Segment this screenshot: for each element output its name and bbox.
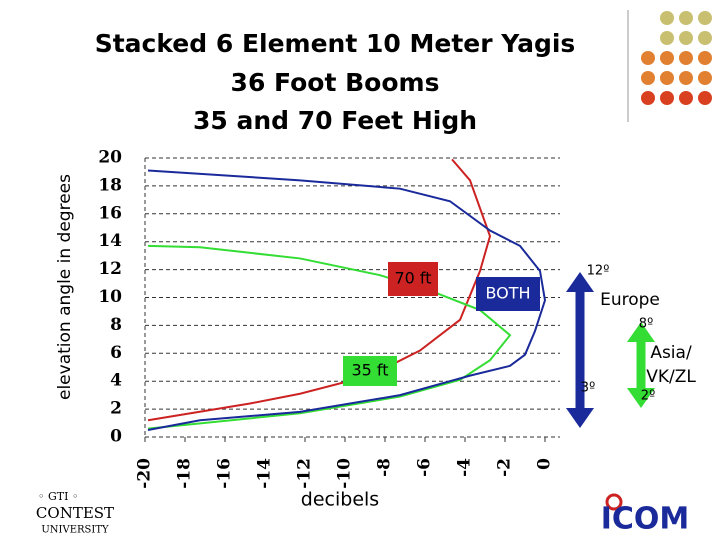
dot bbox=[679, 51, 693, 65]
dot bbox=[641, 51, 655, 65]
annotation: VK/ZL bbox=[646, 367, 696, 387]
x-tick-label: -12 bbox=[295, 458, 315, 489]
logo-text: ICOM bbox=[601, 502, 690, 537]
annotation: 3º bbox=[581, 381, 595, 396]
dot bbox=[641, 71, 655, 85]
y-tick-label: 0 bbox=[110, 427, 122, 447]
dot bbox=[679, 91, 693, 105]
dot bbox=[660, 71, 674, 85]
dot bbox=[660, 11, 674, 25]
x-tick-label: -16 bbox=[215, 458, 235, 489]
annotation: Asia/ bbox=[650, 343, 692, 363]
annotation: 2º bbox=[641, 389, 655, 404]
annotation: 12º bbox=[587, 264, 610, 279]
y-tick-label: 14 bbox=[98, 231, 122, 251]
dot bbox=[698, 91, 712, 105]
x-tick-label: -10 bbox=[335, 458, 355, 489]
dot bbox=[660, 51, 674, 65]
logo-mark: ◦ GTI ◦ bbox=[38, 490, 78, 503]
annotation: 8º bbox=[639, 317, 653, 332]
x-tick-label: -18 bbox=[175, 458, 195, 489]
y-tick-label: 20 bbox=[98, 148, 122, 168]
arrow bbox=[566, 272, 655, 428]
dot bbox=[660, 91, 674, 105]
dot bbox=[698, 31, 712, 45]
decoration bbox=[641, 11, 712, 105]
y-tick-label: 16 bbox=[98, 203, 122, 223]
x-tick-label: -6 bbox=[415, 458, 435, 477]
series-label: 70 ft bbox=[394, 269, 431, 288]
x-tick-label: -4 bbox=[455, 458, 475, 477]
logo-text: CONTEST bbox=[36, 504, 114, 522]
dot bbox=[698, 11, 712, 25]
dot bbox=[679, 31, 693, 45]
y-tick-label: 8 bbox=[110, 315, 122, 335]
series-label: 35 ft bbox=[351, 361, 388, 380]
dot bbox=[660, 31, 674, 45]
series-label-box bbox=[343, 356, 397, 386]
dot bbox=[698, 51, 712, 65]
y-tick-label: 10 bbox=[98, 287, 122, 307]
series-line bbox=[147, 244, 512, 430]
y-tick-label: 2 bbox=[110, 399, 122, 419]
x-tick-label: -2 bbox=[495, 458, 515, 477]
logo-mark bbox=[605, 493, 623, 511]
y-tick-label: 6 bbox=[110, 343, 122, 363]
x-tick-label: 0 bbox=[535, 458, 555, 470]
series-label-box bbox=[476, 277, 540, 311]
dot bbox=[679, 11, 693, 25]
series-line bbox=[147, 158, 492, 422]
y-axis-label: elevation angle in degrees bbox=[55, 174, 75, 400]
chart-title: Stacked 6 Element 10 Meter Yagis bbox=[95, 29, 576, 58]
y-tick-label: 12 bbox=[98, 259, 122, 279]
logo-text: UNIVERSITY bbox=[41, 525, 109, 536]
annotation: Europe bbox=[600, 290, 660, 310]
dot bbox=[641, 91, 655, 105]
dot bbox=[679, 71, 693, 85]
series-line bbox=[147, 169, 547, 432]
chart-subtitle: 35 and 70 Feet High bbox=[193, 106, 477, 135]
dot bbox=[698, 71, 712, 85]
x-tick-label: -14 bbox=[255, 458, 275, 489]
x-tick-label: -8 bbox=[375, 458, 395, 477]
y-tick-label: 4 bbox=[110, 371, 122, 391]
chart-subtitle: 36 Foot Booms bbox=[231, 68, 440, 97]
x-axis-label: decibels bbox=[301, 489, 379, 511]
series-label-box bbox=[388, 262, 438, 296]
series-label: BOTH bbox=[485, 284, 530, 303]
x-tick-label: -20 bbox=[135, 458, 155, 489]
y-tick-label: 18 bbox=[98, 175, 122, 195]
